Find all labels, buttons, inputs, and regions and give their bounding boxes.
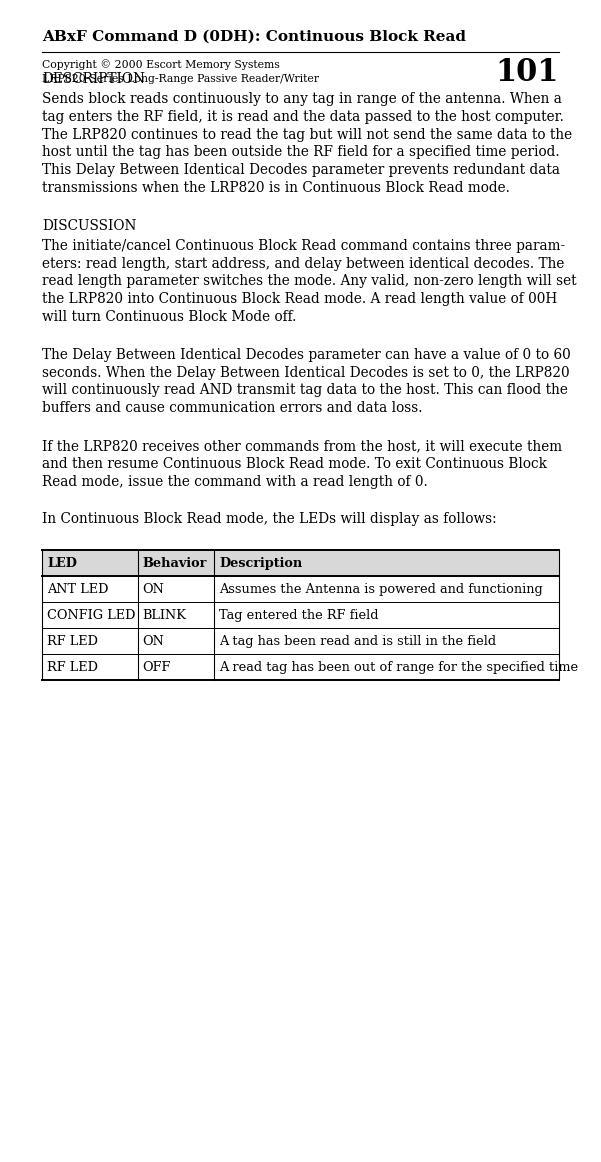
- Text: eters: read length, start address, and delay between identical decodes. The: eters: read length, start address, and d…: [42, 257, 564, 271]
- Text: ANT LED: ANT LED: [47, 583, 109, 596]
- Text: seconds. When the Delay Between Identical Decodes is set to 0, the LRP820: seconds. When the Delay Between Identica…: [42, 366, 570, 380]
- Text: Assumes the Antenna is powered and functioning: Assumes the Antenna is powered and funct…: [219, 583, 543, 596]
- Bar: [42, 551, 559, 576]
- Text: Description: Description: [219, 557, 302, 569]
- Text: DESCRIPTION: DESCRIPTION: [42, 72, 145, 86]
- Text: 101: 101: [496, 57, 559, 88]
- Text: This Delay Between Identical Decodes parameter prevents redundant data: This Delay Between Identical Decodes par…: [42, 163, 560, 177]
- Text: ABxF Command D (0DH): Continuous Block Read: ABxF Command D (0DH): Continuous Block R…: [42, 30, 466, 44]
- Text: A tag has been read and is still in the field: A tag has been read and is still in the …: [219, 634, 496, 648]
- Text: tag enters the RF field, it is read and the data passed to the host computer.: tag enters the RF field, it is read and …: [42, 109, 564, 124]
- Text: ON: ON: [142, 583, 165, 596]
- Text: If the LRP820 receives other commands from the host, it will execute them: If the LRP820 receives other commands fr…: [42, 439, 562, 453]
- Text: The LRP820 continues to read the tag but will not send the same data to the: The LRP820 continues to read the tag but…: [42, 128, 572, 142]
- Text: Sends block reads continuously to any tag in range of the antenna. When a: Sends block reads continuously to any ta…: [42, 92, 562, 106]
- Text: A read tag has been out of range for the specified time: A read tag has been out of range for the…: [219, 661, 578, 674]
- Text: RF LED: RF LED: [47, 661, 98, 674]
- Text: buffers and cause communication errors and data loss.: buffers and cause communication errors a…: [42, 401, 423, 415]
- Text: will turn Continuous Block Mode off.: will turn Continuous Block Mode off.: [42, 310, 296, 324]
- Text: read length parameter switches the mode. Any valid, non-zero length will set: read length parameter switches the mode.…: [42, 274, 576, 288]
- Text: BLINK: BLINK: [142, 609, 186, 622]
- Text: transmissions when the LRP820 is in Continuous Block Read mode.: transmissions when the LRP820 is in Cont…: [42, 181, 510, 195]
- Text: RF LED: RF LED: [47, 634, 98, 648]
- Text: LED: LED: [47, 557, 77, 569]
- Text: The Delay Between Identical Decodes parameter can have a value of 0 to 60: The Delay Between Identical Decodes para…: [42, 347, 571, 361]
- Text: Tag entered the RF field: Tag entered the RF field: [219, 609, 379, 622]
- Text: and then resume Continuous Block Read mode. To exit Continuous Block: and then resume Continuous Block Read mo…: [42, 457, 547, 471]
- Text: Copyright © 2000 Escort Memory Systems
LRP820-Series Long-Range Passive Reader/W: Copyright © 2000 Escort Memory Systems L…: [42, 59, 319, 84]
- Text: host until the tag has been outside the RF field for a specified time period.: host until the tag has been outside the …: [42, 145, 560, 159]
- Text: CONFIG LED: CONFIG LED: [47, 609, 135, 622]
- Text: the LRP820 into Continuous Block Read mode. A read length value of 00H: the LRP820 into Continuous Block Read mo…: [42, 292, 557, 307]
- Text: DISCUSSION: DISCUSSION: [42, 218, 136, 232]
- Text: The initiate/cancel Continuous Block Read command contains three param-: The initiate/cancel Continuous Block Rea…: [42, 239, 565, 253]
- Text: OFF: OFF: [142, 661, 171, 674]
- Text: Behavior: Behavior: [142, 557, 207, 569]
- Text: will continuously read AND transmit tag data to the host. This can flood the: will continuously read AND transmit tag …: [42, 383, 568, 397]
- Text: In Continuous Block Read mode, the LEDs will display as follows:: In Continuous Block Read mode, the LEDs …: [42, 512, 496, 526]
- Text: ON: ON: [142, 634, 165, 648]
- Text: Read mode, issue the command with a read length of 0.: Read mode, issue the command with a read…: [42, 474, 428, 488]
